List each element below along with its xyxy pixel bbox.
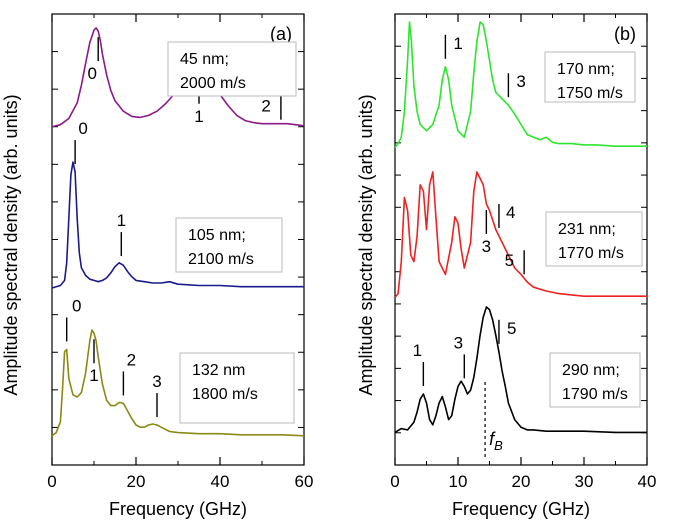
panel-1-xtick-label: 10 (449, 472, 468, 491)
panel-1-series-1-marker-2-label: 5 (505, 251, 514, 270)
panel-1-series-0-marker-1-label: 3 (516, 72, 525, 91)
panel-0-xtick-label: 0 (47, 472, 56, 491)
panel-1-series-2-info-box (549, 352, 641, 408)
panel-0-series-2-marker-3-label: 3 (152, 372, 161, 391)
panel-0-series-2-marker-1-label: 1 (89, 366, 98, 385)
y-axis-label-right: Amplitude spectral density (arb. units) (356, 94, 376, 395)
panel-0-series-0-line (51, 27, 305, 128)
panel-0-series-2-info-line-1: 1800 m/s (192, 386, 258, 403)
panel-1-series-2-info-line-1: 1790 m/s (562, 386, 628, 403)
panel-1-xtick-label: 0 (390, 472, 399, 491)
panel-1-xtick-label: 40 (638, 472, 657, 491)
panel-0-series-0-marker-2-label: 2 (261, 97, 270, 116)
panel-0-series-0-info-line-0: 45 nm; (180, 51, 229, 68)
x-axis-label-b: Frequency (GHz) (452, 499, 590, 519)
fb-label-subscript: B (494, 438, 503, 453)
panel-1-series-1-marker-1-label: 3 (482, 237, 491, 256)
panel-1-xtick-label: 30 (575, 472, 594, 491)
panel-0-series-1-marker-1-label: 1 (117, 211, 126, 230)
panel-1-series-0-info-box (544, 51, 636, 103)
panel-1-series-1-line (394, 171, 647, 298)
panel-1-series-2-marker-1-label: 3 (454, 333, 463, 352)
panel-1-series-0-info-line-0: 170 nm; (557, 61, 615, 78)
panel-0-series-2-line (51, 329, 305, 437)
panel-0-series-1-info-line-1: 2100 m/s (188, 251, 254, 268)
panel-1-series-0-marker-0-label: 1 (453, 34, 462, 53)
panel-0-series-2-info-box (179, 352, 295, 424)
panel-1-series-1-marker-0-label: 4 (506, 203, 515, 222)
panel-0-xtick-label: 40 (211, 472, 230, 491)
panel-1-series-1-info-box (545, 211, 643, 267)
panel-0-series-1-info-line-0: 105 nm; (188, 227, 246, 244)
panel-0-xtick-label: 20 (127, 472, 146, 491)
panel-0-series-1-marker-0-label: 0 (78, 119, 87, 138)
panel-1-series-0-info-line-1: 1750 m/s (557, 85, 623, 102)
panel-1-series-2-marker-2-label: 5 (507, 319, 516, 338)
panel-b-label: (b) (614, 24, 636, 44)
panel-1-series-2-marker-0-label: 1 (413, 341, 422, 360)
panel-1-series-0-line (394, 21, 647, 148)
panel-0-series-2-marker-2-label: 2 (127, 350, 136, 369)
panel-0-xtick-label: 60 (295, 472, 314, 491)
panel-1-series-2-line (394, 306, 647, 434)
x-axis-label-a: Frequency (GHz) (109, 499, 247, 519)
panel-0-series-0-marker-1-label: 1 (194, 107, 203, 126)
panel-1-series-2-info-line-0: 290 nm; (562, 362, 620, 379)
panel-1-series-1-info-line-1: 1770 m/s (558, 245, 624, 262)
panel-0-series-1-info-box (175, 217, 283, 273)
panel-a-label: (a) (270, 24, 292, 44)
panel-0-series-2-marker-0-label: 0 (72, 296, 81, 315)
y-axis-label-left: Amplitude spectral density (arb. units) (1, 94, 21, 395)
panel-0-series-0-info-box (167, 41, 297, 97)
panel-0-series-2-info-line-0: 132 nm (192, 362, 245, 379)
panel-0-series-0-marker-0-label: 0 (87, 64, 96, 83)
panel-1-xtick-label: 20 (512, 472, 531, 491)
panel-1-series-1-info-line-0: 231 nm; (558, 221, 616, 238)
panel-0-series-0-info-line-1: 2000 m/s (180, 75, 246, 92)
panel-0-series-1-line (51, 161, 304, 289)
